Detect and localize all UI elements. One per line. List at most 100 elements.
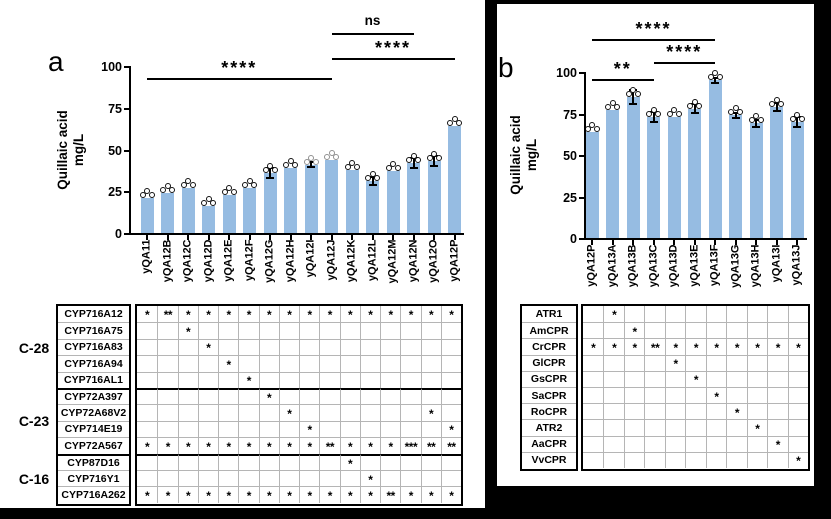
matrix-cell: * [278, 306, 299, 323]
matrix-cell [157, 420, 178, 438]
matrix-row-label-box: CYP716A12 CYP716A75 CYP716A83 CYP716A94 CYP7… [56, 304, 131, 506]
matrix-cell [339, 404, 360, 421]
bar-yQA12C [181, 187, 195, 233]
matrix-cell [339, 469, 360, 487]
data-point [757, 117, 764, 124]
matrix-cell [705, 370, 727, 387]
matrix-cell [218, 404, 239, 421]
matrix-cell [685, 322, 706, 339]
matrix-cell [787, 419, 808, 436]
matrix-cell [218, 420, 239, 438]
matrix-cell [603, 322, 624, 339]
matrix-cell [603, 386, 624, 404]
x-tick [796, 240, 798, 245]
matrix-cell [420, 322, 441, 339]
matrix-cell [787, 403, 808, 420]
y-tick-label: 50 [563, 149, 577, 163]
bar-yQA12O [427, 161, 441, 233]
matrix-row-label: CYP72A397 [58, 387, 129, 404]
matrix-cell [299, 469, 320, 487]
matrix-cell: * [258, 486, 279, 503]
matrix-cell [440, 322, 461, 339]
data-point [593, 125, 600, 132]
matrix-cell [440, 469, 461, 487]
matrix-cell: * [218, 486, 239, 503]
data-point [333, 153, 339, 160]
matrix-cell: * [157, 437, 178, 454]
matrix-cell [623, 435, 645, 452]
error-bar-cap [368, 184, 377, 187]
data-point [769, 100, 775, 107]
error-bar-cap [409, 166, 418, 169]
matrix-cell [746, 306, 767, 323]
matrix-row-label: VvCPR [522, 451, 576, 468]
bar-yQA12P [585, 131, 599, 238]
matrix-cell [157, 404, 178, 421]
matrix-cell [157, 338, 178, 356]
matrix-cell [603, 451, 624, 468]
matrix-cell: * [746, 419, 768, 436]
matrix-cell [603, 419, 624, 436]
x-label-yQA12P: yQA12P [585, 244, 598, 287]
bar-yQA13D [667, 116, 681, 238]
data-point [230, 188, 237, 195]
matrix-row-label: CYP716Y1 [58, 469, 129, 486]
x-label-yQA12B: yQA12B [161, 239, 173, 282]
x-label-yQA12P: yQA12P [448, 239, 460, 282]
matrix-cell [380, 322, 401, 339]
matrix-cell [440, 404, 461, 421]
data-point [456, 120, 462, 127]
matrix-cell [705, 419, 727, 436]
matrix-cell: * [787, 338, 808, 355]
matrix-cell: * [177, 322, 198, 339]
x-tick [412, 235, 415, 240]
matrix-row-label: CYP716A83 [58, 338, 129, 355]
y-tick-label: 100 [101, 60, 122, 74]
matrix-cell [339, 322, 360, 339]
matrix-cell [339, 355, 360, 372]
data-point [609, 100, 616, 107]
matrix-cell [746, 370, 768, 387]
matrix-cell [258, 322, 279, 339]
matrix-cell: * [218, 306, 238, 323]
matrix-cell [278, 469, 299, 487]
error-bar-cap [629, 102, 637, 105]
matrix-cell [623, 354, 645, 371]
data-point [349, 159, 355, 166]
matrix-cell [787, 306, 808, 323]
matrix-cell [380, 404, 401, 421]
error-bar-cap [266, 176, 274, 179]
error-bar-cap [793, 125, 801, 128]
matrix-cell [197, 371, 218, 388]
matrix-cell [238, 453, 259, 470]
matrix-cell [197, 355, 218, 372]
matrix-cell [258, 453, 279, 470]
matrix-cell [603, 370, 624, 387]
matrix-cell: * [440, 486, 461, 503]
matrix-cell [705, 306, 726, 323]
matrix-cell: * [278, 437, 299, 454]
sig-bracket [331, 33, 414, 35]
matrix-cell [299, 453, 320, 470]
matrix-cell: * [400, 486, 421, 503]
data-point [614, 104, 620, 111]
data-point [773, 96, 780, 103]
x-tick [228, 235, 230, 240]
matrix-cell [339, 420, 360, 438]
error-bar-cap [711, 81, 719, 84]
matrix-cell [197, 322, 218, 339]
matrix-cell [583, 354, 604, 371]
matrix-cell [380, 338, 401, 356]
matrix-cell: * [177, 486, 198, 503]
error-bar [632, 90, 634, 104]
data-point [262, 166, 269, 173]
matrix-cell [177, 338, 198, 356]
matrix-cell [664, 370, 686, 387]
data-point [630, 86, 636, 93]
matrix-cell [137, 453, 158, 470]
matrix-row-label: CYP716AL1 [58, 371, 129, 388]
bar-yQA13H [749, 123, 763, 238]
matrix-row-label: AmCPR [522, 322, 576, 338]
matrix-cell [339, 338, 360, 356]
